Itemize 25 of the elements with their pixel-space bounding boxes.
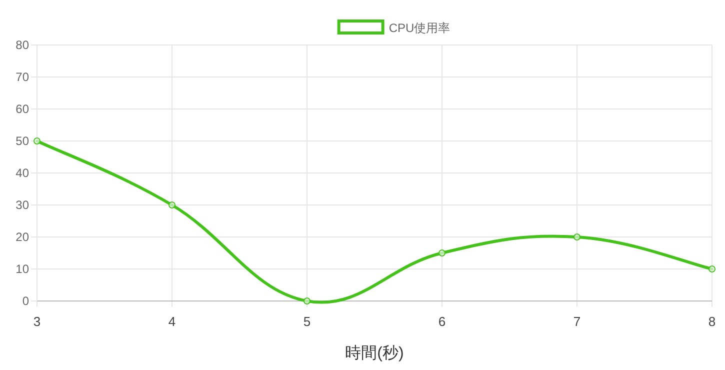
point <box>574 234 580 240</box>
line-series <box>34 138 716 304</box>
x-tick-label: 5 <box>303 314 311 329</box>
y-tick-label: 60 <box>16 102 30 116</box>
y-tick-label: 20 <box>16 230 30 244</box>
point <box>168 202 176 208</box>
y-tick-label: 50 <box>16 134 30 148</box>
point <box>34 138 40 144</box>
y-tick-label: 40 <box>16 166 30 180</box>
legend: CPU使用率 <box>337 20 450 35</box>
y-tick-label: 0 <box>22 294 30 308</box>
y-tick-label: 10 <box>16 262 30 276</box>
x-tick-label: 3 <box>33 314 41 329</box>
legend-label: CPU使用率 <box>388 21 450 35</box>
point <box>708 266 716 272</box>
x-tick-label: 4 <box>168 314 176 329</box>
y-tick-label: 70 <box>16 70 30 84</box>
y-tick-label: 30 <box>16 198 30 212</box>
x-axis-title: 時間(秒) <box>345 344 404 362</box>
x-tick-label: 6 <box>438 314 446 329</box>
x-tick-label: 7 <box>573 314 581 329</box>
x-tick-label: 8 <box>708 314 716 329</box>
y-tick-label: 80 <box>16 38 30 52</box>
point <box>438 250 446 256</box>
point <box>304 298 310 304</box>
